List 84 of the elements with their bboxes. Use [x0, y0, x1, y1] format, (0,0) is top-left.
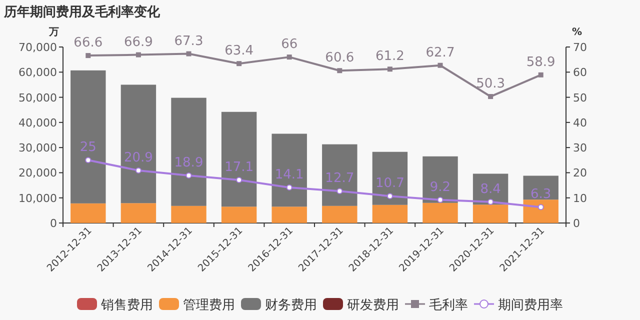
data-label: 58.9 [526, 54, 556, 70]
point [437, 196, 444, 203]
y2-tick-label: 20 [573, 166, 587, 180]
bar [120, 203, 156, 223]
point [488, 94, 494, 100]
legend-label: 毛利率 [429, 297, 468, 313]
y2-tick-label: 50 [573, 91, 587, 104]
point [286, 54, 292, 60]
bar [272, 134, 307, 207]
bar [171, 206, 206, 223]
y-tick-label: 10,000 [18, 192, 57, 205]
point [337, 68, 342, 74]
point [236, 177, 242, 184]
y-tick-label: 50,000 [18, 91, 57, 104]
point [136, 52, 141, 58]
y2-tick-label: 60 [573, 66, 587, 80]
data-label: 8.4 [480, 182, 501, 197]
bar [372, 152, 408, 205]
legend-label: 财务费用 [265, 298, 317, 313]
y2-tick-label: 40 [573, 116, 587, 130]
bar [221, 112, 257, 207]
legend-label: 期间费用率 [498, 297, 563, 313]
data-label: 10.7 [375, 176, 404, 192]
data-label: 60.6 [325, 50, 354, 66]
point [286, 184, 292, 191]
bar [70, 203, 106, 223]
bar [472, 204, 508, 223]
point [386, 193, 393, 200]
y2-axis-title: % [572, 27, 582, 38]
data-label: 61.2 [375, 49, 404, 64]
data-label: 9.2 [430, 180, 451, 195]
y2-tick-label: 0 [573, 217, 580, 230]
data-label: 50.3 [476, 76, 506, 92]
data-label: 20.9 [124, 150, 153, 166]
data-label: 14.1 [274, 168, 304, 183]
bar [422, 202, 458, 223]
y-tick-label: 40,000 [18, 116, 57, 130]
y-tick-label: 30,000 [18, 142, 57, 155]
data-label: 66 [281, 37, 298, 52]
bar [422, 156, 458, 203]
data-label: 62.7 [426, 45, 455, 60]
bar [70, 70, 106, 204]
point [135, 167, 142, 174]
chart-title: 历年期间费用及毛利率变化 [3, 4, 161, 20]
bar [523, 200, 558, 223]
point [387, 66, 392, 72]
point [488, 198, 494, 205]
legend-label: 管理费用 [183, 298, 235, 313]
y2-tick-label: 30 [573, 142, 587, 155]
bar [322, 206, 358, 223]
y2-tick-label: 70 [573, 41, 587, 54]
data-label: 66.9 [124, 34, 153, 50]
bar [272, 206, 307, 223]
bar [372, 204, 408, 223]
data-label: 63.4 [224, 44, 254, 59]
y-tick-label: 70,000 [18, 41, 57, 54]
point [86, 53, 91, 58]
point [186, 172, 192, 178]
bar [221, 206, 257, 223]
data-label: 17.1 [224, 160, 254, 176]
bar [120, 84, 156, 204]
point [236, 61, 242, 66]
y-axis-title: 万 [48, 27, 59, 38]
bar [171, 98, 206, 206]
bar [523, 176, 558, 200]
data-label: 25 [80, 140, 96, 156]
y2-tick-label: 10 [573, 192, 587, 205]
point [336, 188, 343, 194]
point [438, 62, 443, 68]
point [538, 204, 544, 210]
bar [322, 144, 358, 206]
point [538, 72, 544, 78]
data-label: 12.7 [325, 171, 354, 186]
y-tick-label: 0 [50, 217, 57, 230]
legend-label: 销售费用 [100, 298, 153, 313]
legend-label: 研发费用 [347, 298, 399, 313]
data-label: 67.3 [174, 34, 204, 49]
point [85, 157, 92, 164]
y-tick-label: 60,000 [18, 66, 57, 80]
data-label: 66.6 [74, 36, 103, 51]
data-label: 6.3 [530, 187, 552, 202]
point [186, 51, 192, 56]
data-label: 18.9 [174, 155, 204, 170]
y-tick-label: 20,000 [18, 166, 57, 180]
